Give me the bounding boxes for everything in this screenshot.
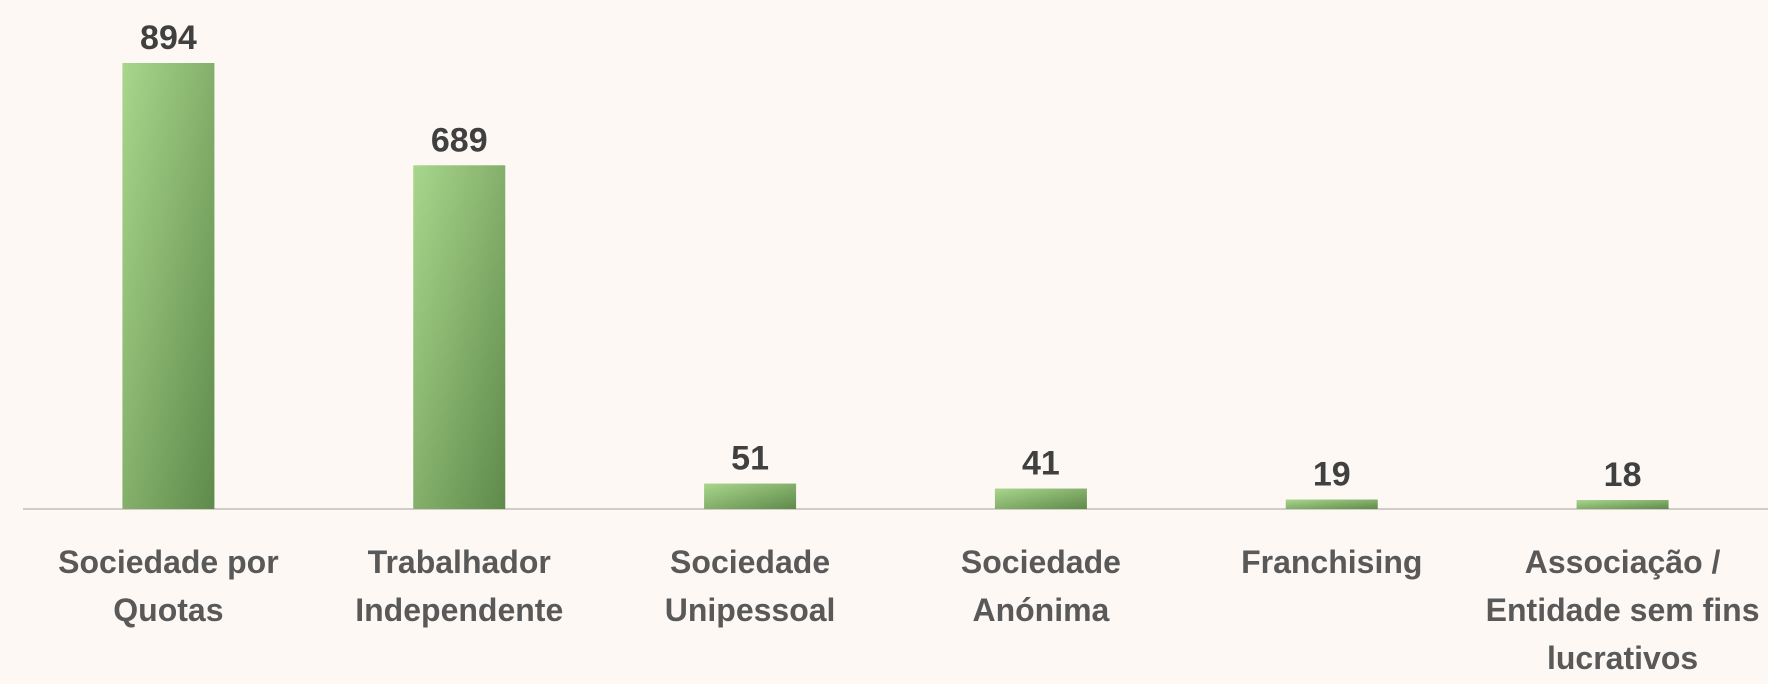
bar <box>122 63 215 509</box>
value-label: 18 <box>1604 456 1642 494</box>
value-label: 19 <box>1313 456 1351 494</box>
x-tick-label: Associação / Entidade sem fins lucrativo… <box>1485 544 1760 676</box>
bar <box>1576 500 1669 509</box>
x-tick-label: Sociedade Unipessoal <box>664 544 836 628</box>
bar <box>994 488 1087 509</box>
bar <box>1285 499 1378 509</box>
value-label: 894 <box>140 19 197 57</box>
value-label: 51 <box>731 440 769 478</box>
value-label: 689 <box>431 121 488 159</box>
bar <box>413 165 506 509</box>
x-tick-label: Sociedade Anónima <box>960 544 1121 628</box>
bar <box>704 483 797 509</box>
value-label: 41 <box>1022 445 1060 483</box>
x-tick-label: Trabalhador Independente <box>355 544 564 628</box>
x-tick-label: Franchising <box>1241 544 1423 580</box>
x-tick-label: Sociedade por Quotas <box>58 544 279 628</box>
